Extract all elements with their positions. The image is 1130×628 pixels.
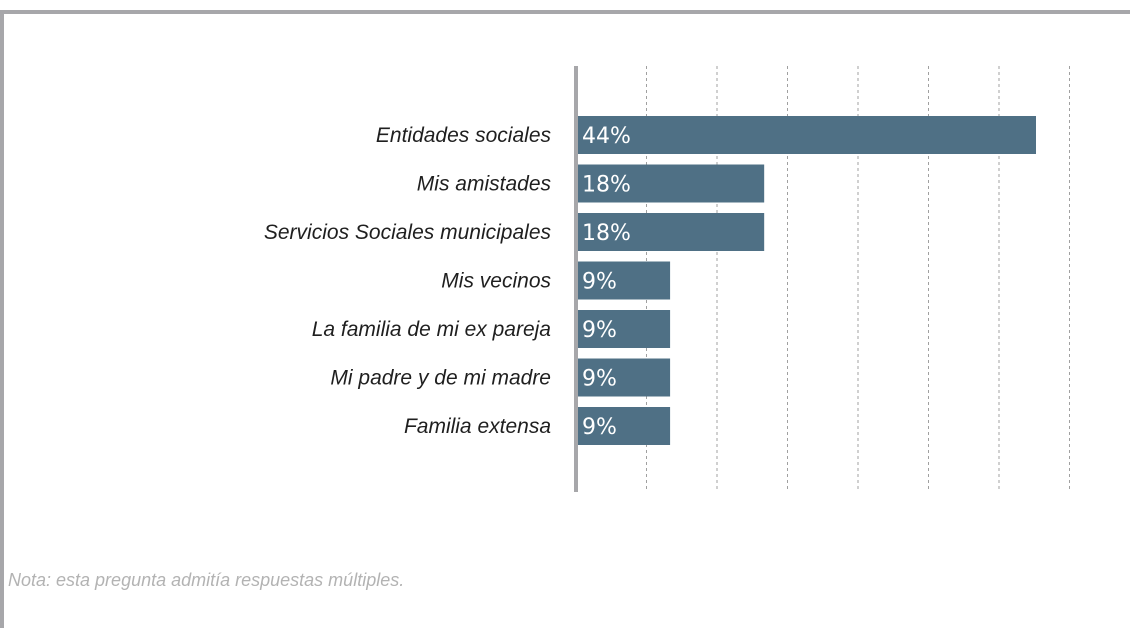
frame-top-border	[0, 10, 1130, 14]
bar	[576, 407, 671, 445]
bar	[576, 358, 671, 397]
value-label: 18%	[582, 173, 631, 198]
category-label: Mis vecinos	[441, 270, 551, 293]
category-label: Servicios Sociales municipales	[264, 221, 552, 244]
value-label: 9%	[582, 270, 617, 295]
category-label: Familia extensa	[404, 415, 551, 438]
bars	[576, 116, 1036, 445]
value-labels: 44% 18% 18% 9% 9% 9% 9%	[582, 124, 631, 440]
bar	[576, 164, 765, 203]
category-label: Mis amistades	[417, 173, 552, 196]
footnote: Nota: esta pregunta admitía respuestas m…	[8, 570, 405, 590]
value-label: 9%	[582, 367, 617, 392]
category-label: La familia de mi ex pareja	[312, 318, 551, 341]
value-label: 44%	[582, 124, 631, 149]
bar	[576, 213, 765, 251]
bar	[576, 116, 1036, 154]
bar	[576, 310, 671, 348]
category-labels: Entidades sociales Mis amistades Servicios…	[264, 124, 552, 438]
frame-left-border	[0, 10, 4, 628]
value-label: 9%	[582, 415, 617, 440]
category-label: Mi padre y de mi madre	[330, 367, 551, 390]
value-label: 18%	[582, 221, 631, 246]
bar	[576, 261, 671, 300]
value-label: 9%	[582, 318, 617, 343]
category-label: Entidades sociales	[376, 124, 552, 147]
